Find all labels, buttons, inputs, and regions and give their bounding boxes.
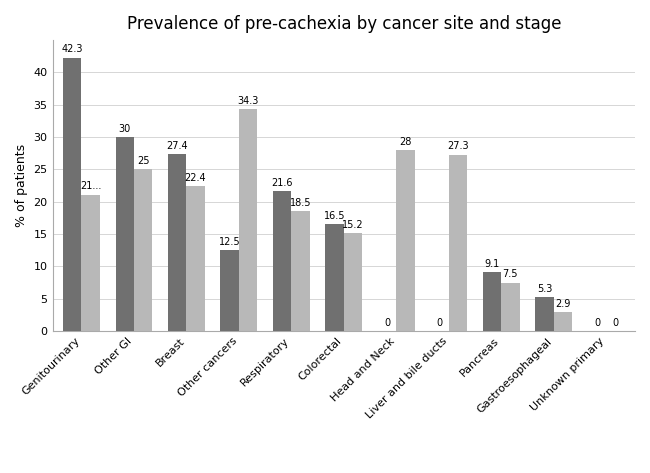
Text: 7.5: 7.5	[502, 269, 518, 280]
Text: 34.3: 34.3	[237, 96, 259, 106]
Text: 18.5: 18.5	[290, 198, 311, 208]
Bar	[326, 224, 344, 331]
Text: 9.1: 9.1	[484, 259, 500, 269]
Bar	[63, 58, 81, 331]
Bar	[448, 155, 467, 331]
Text: 27.4: 27.4	[166, 140, 188, 151]
Text: 0: 0	[384, 318, 390, 328]
Text: 42.3: 42.3	[62, 44, 83, 54]
Bar	[220, 250, 239, 331]
Text: 15.2: 15.2	[342, 219, 364, 229]
Text: 12.5: 12.5	[219, 237, 240, 247]
Bar	[168, 154, 187, 331]
Text: 25: 25	[136, 156, 150, 166]
Text: 0: 0	[436, 318, 443, 328]
Bar	[81, 195, 99, 331]
Bar	[273, 192, 291, 331]
Text: 5.3: 5.3	[537, 284, 552, 294]
Text: 0: 0	[594, 318, 600, 328]
Text: 2.9: 2.9	[555, 299, 571, 309]
Text: 21...: 21...	[80, 182, 101, 192]
Text: 21.6: 21.6	[271, 178, 293, 188]
Text: 28: 28	[399, 137, 411, 147]
Text: 30: 30	[118, 124, 131, 134]
Bar	[396, 150, 415, 331]
Text: 16.5: 16.5	[324, 211, 345, 221]
Bar	[187, 186, 205, 331]
Title: Prevalence of pre-cachexia by cancer site and stage: Prevalence of pre-cachexia by cancer sit…	[127, 15, 561, 33]
Bar	[554, 312, 572, 331]
Bar	[116, 137, 134, 331]
Bar	[483, 272, 501, 331]
Bar	[291, 211, 309, 331]
Bar	[239, 109, 257, 331]
Text: 22.4: 22.4	[185, 173, 206, 183]
Text: 0: 0	[612, 318, 618, 328]
Bar	[501, 282, 519, 331]
Y-axis label: % of patients: % of patients	[15, 144, 28, 227]
Bar	[536, 297, 554, 331]
Bar	[344, 233, 362, 331]
Text: 27.3: 27.3	[447, 141, 469, 151]
Bar	[134, 169, 152, 331]
